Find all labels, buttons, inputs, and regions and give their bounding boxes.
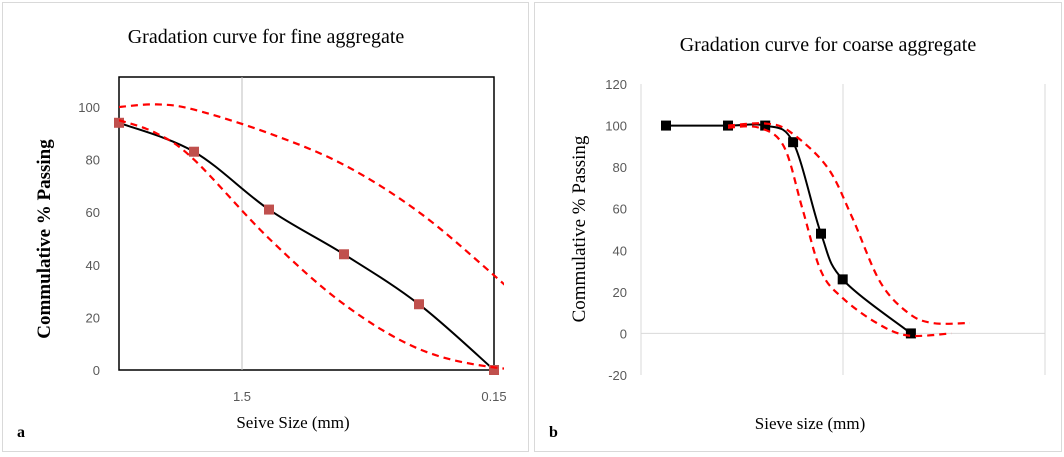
x-axis-label: Sieve size (mm)	[755, 414, 865, 433]
y-axis-label: Commulative % Passing	[34, 139, 55, 339]
y-tick-label: 100	[78, 100, 100, 115]
y-tick-label: 100	[605, 119, 627, 134]
limit-curve-2	[727, 125, 952, 338]
chart-title: Gradation curve for fine aggregate	[128, 26, 405, 48]
data-point	[114, 117, 124, 128]
y-tick-label: 80	[613, 160, 627, 175]
chart-panel-coarse-aggregate: Gradation curve for coarse aggregate Com…	[534, 2, 1062, 452]
y-tick-label: 120	[605, 77, 627, 92]
data-point	[661, 120, 671, 131]
y-tick-label: 60	[613, 202, 627, 217]
plot-area-border	[118, 76, 495, 371]
gradation-curve	[118, 121, 495, 371]
y-tick-label: 0	[620, 326, 627, 341]
coarse-aggregate-chart-svg: Gradation curve for coarse aggregate Com…	[549, 34, 1046, 441]
y-tick-label: 60	[86, 205, 100, 220]
x-tick-label: 1.5	[233, 389, 251, 404]
data-point	[339, 249, 349, 260]
y-axis-label: Commulative % Passing	[569, 135, 590, 322]
y-tick-label: 20	[86, 310, 100, 325]
y-tick-label: 20	[613, 285, 627, 300]
chart-title: Gradation curve for coarse aggregate	[680, 34, 977, 56]
x-tick-label: 0.15	[481, 389, 506, 404]
data-point	[264, 204, 274, 215]
limit-curve-2	[119, 119, 504, 370]
data-point	[837, 274, 848, 285]
limit-curve-1	[119, 103, 504, 286]
limit-curve-1	[727, 122, 970, 325]
data-point	[189, 146, 199, 157]
panel-label: a	[17, 424, 25, 441]
y-tick-label: 80	[86, 153, 100, 168]
data-point	[816, 228, 826, 239]
y-tick-label: 40	[86, 258, 100, 273]
data-point	[489, 365, 499, 375]
data-point	[414, 299, 424, 310]
y-tick-label: 0	[93, 363, 100, 378]
data-point	[905, 328, 916, 339]
y-tick-label: 40	[613, 243, 627, 258]
panel-label: b	[549, 424, 558, 441]
chart-panel-fine-aggregate: Gradation curve for fine aggregate Commu…	[2, 2, 529, 452]
x-axis-label: Seive Size (mm)	[236, 413, 349, 432]
data-point	[788, 137, 799, 148]
data-point	[760, 120, 771, 131]
fine-aggregate-chart-svg: Gradation curve for fine aggregate Commu…	[17, 26, 507, 441]
y-tick-label: -20	[608, 368, 627, 383]
